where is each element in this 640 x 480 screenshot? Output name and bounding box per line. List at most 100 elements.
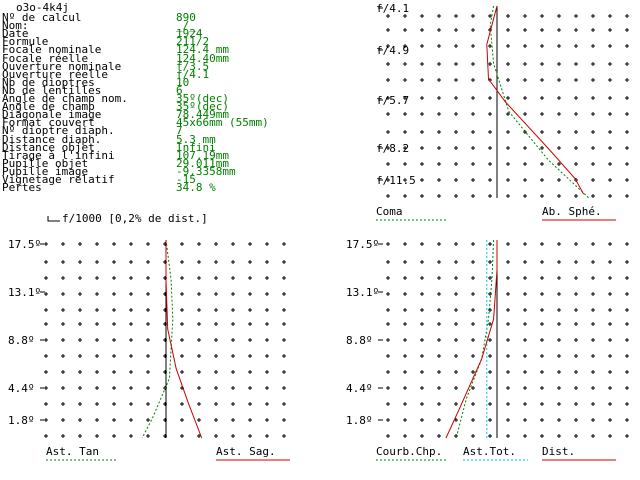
title: o3o-4k4j	[16, 1, 69, 14]
grid-mark	[608, 14, 612, 18]
param-value: -15	[176, 173, 196, 186]
grid-mark	[557, 338, 561, 342]
grid-mark	[129, 418, 133, 422]
grid-mark	[112, 276, 116, 280]
grid-mark	[540, 338, 544, 342]
grid-mark	[78, 434, 82, 438]
grid-mark	[386, 194, 390, 198]
grid-mark	[231, 386, 235, 390]
grid-mark	[608, 62, 612, 66]
grid-mark	[44, 292, 48, 296]
grid-mark	[146, 292, 150, 296]
grid-mark	[248, 402, 252, 406]
grid-mark	[574, 308, 578, 312]
grid-mark	[265, 354, 269, 358]
grid-mark	[112, 322, 116, 326]
grid-mark	[44, 322, 48, 326]
grid-mark	[420, 386, 424, 390]
grid-mark	[540, 354, 544, 358]
grid-mark	[574, 354, 578, 358]
grid-mark	[488, 62, 492, 66]
grid-mark	[437, 242, 441, 246]
grid-mark	[403, 402, 407, 406]
grid-mark	[625, 44, 629, 48]
grid-mark	[248, 292, 252, 296]
grid-mark	[437, 62, 441, 66]
param-value: 35º(dec)	[176, 100, 229, 114]
grid-mark	[44, 370, 48, 374]
grid-mark	[557, 28, 561, 32]
grid-mark	[420, 78, 424, 82]
grid-mark	[386, 418, 390, 422]
grid-mark	[265, 292, 269, 296]
grid-mark	[523, 96, 527, 100]
grid-mark	[386, 354, 390, 358]
grid-mark	[180, 260, 184, 264]
grid-mark	[420, 44, 424, 48]
grid-mark	[506, 62, 510, 66]
param-value: 45x66mm (55mm)	[176, 116, 269, 130]
grid-mark	[403, 44, 407, 48]
grid-mark	[608, 130, 612, 134]
grid-mark	[540, 14, 544, 18]
grid-mark	[523, 146, 527, 150]
grid-mark	[471, 62, 475, 66]
grid-mark	[437, 146, 441, 150]
grid-mark	[265, 338, 269, 342]
grid-mark	[625, 402, 629, 406]
grid-mark	[523, 44, 527, 48]
grid-mark	[437, 28, 441, 32]
grid-mark	[214, 308, 218, 312]
grid-mark	[574, 338, 578, 342]
grid-mark	[95, 370, 99, 374]
grid-mark	[180, 418, 184, 422]
grid-mark	[265, 308, 269, 312]
param-label: Angle de champ	[2, 100, 95, 114]
param-value: 124.40mm	[176, 51, 229, 65]
grid-mark	[265, 402, 269, 406]
grid-mark	[608, 338, 612, 342]
grid-mark	[591, 308, 595, 312]
param-label: Vignetage relatif	[2, 173, 115, 186]
grid-mark	[591, 112, 595, 116]
param-value: 5.3 mm	[176, 132, 216, 146]
grid-mark	[78, 338, 82, 342]
grid-mark	[437, 402, 441, 406]
grid-mark	[214, 242, 218, 246]
grid-mark	[506, 322, 510, 326]
grid-mark	[625, 78, 629, 82]
grid-mark	[488, 434, 492, 438]
param-value: 35º(dec)	[176, 92, 229, 105]
grid-mark	[386, 434, 390, 438]
grid-mark	[608, 146, 612, 150]
grid-mark	[386, 130, 390, 134]
grid-mark	[420, 14, 424, 18]
grid-mark	[282, 354, 286, 358]
grid-mark	[282, 338, 286, 342]
param-value: 107.19mm	[176, 148, 229, 162]
grid-mark	[540, 62, 544, 66]
grid-mark	[625, 62, 629, 66]
series-line-2	[445, 240, 498, 439]
grid-mark	[420, 178, 424, 182]
grid-mark	[471, 386, 475, 390]
grid-mark	[454, 292, 458, 296]
grid-mark	[591, 62, 595, 66]
grid-mark	[214, 402, 218, 406]
grid-mark	[471, 260, 475, 264]
grid-mark	[265, 260, 269, 264]
grid-mark	[506, 308, 510, 312]
grid-mark	[523, 242, 527, 246]
grid-mark	[608, 418, 612, 422]
grid-mark	[591, 370, 595, 374]
grid-mark	[557, 276, 561, 280]
grid-mark	[523, 62, 527, 66]
grid-mark	[625, 194, 629, 198]
grid-mark	[471, 322, 475, 326]
grid-mark	[540, 178, 544, 182]
grid-mark	[608, 44, 612, 48]
grid-mark	[506, 370, 510, 374]
grid-mark	[488, 292, 492, 296]
grid-mark	[403, 162, 407, 166]
